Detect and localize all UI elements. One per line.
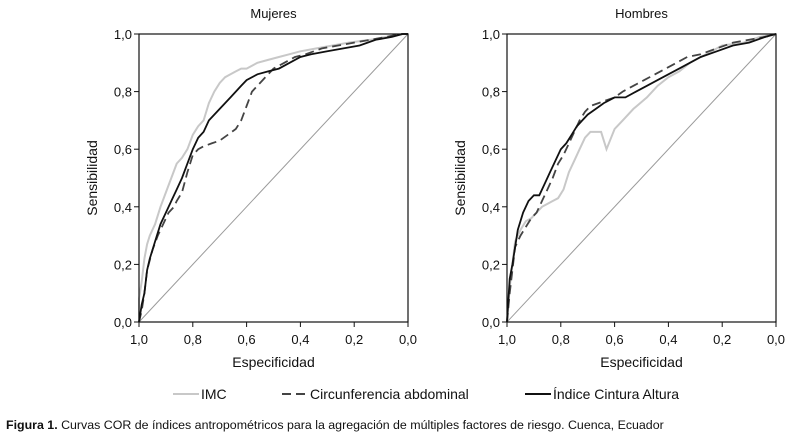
legend-item: Circunferencia abdominal — [282, 386, 469, 402]
y-tick-label: 0,4 — [482, 200, 500, 215]
chart-panel-0: 0,0 0,2 0,4 0,6 0,8 1,0 1,0 0,8 0,6 0,4 0,2 0,0 Muje… — [84, 6, 417, 370]
y-tick-label: 0,4 — [114, 200, 132, 215]
x-tick-label: 0,2 — [713, 332, 731, 347]
x-tick-label: 0,0 — [399, 332, 417, 347]
figure-caption: Figura 1. Curvas COR de índices antropom… — [6, 418, 792, 432]
y-tick-label: 0,0 — [482, 315, 500, 330]
y-axis-label: Sensibilidad — [84, 140, 100, 216]
legend-item: Índice Cintura Altura — [525, 386, 679, 402]
series-line--ndice-cintura-altura — [138, 33, 408, 323]
legend-item: IMC — [173, 386, 227, 402]
x-tick-label: 1,0 — [498, 332, 516, 347]
y-tick-label: 0,6 — [114, 142, 132, 157]
figure: 0,0 0,2 0,4 0,6 0,8 1,0 1,0 0,8 0,6 0,4 0,2 0,0 Muje… — [84, 6, 785, 402]
y-tick-label: 1,0 — [114, 27, 132, 42]
x-tick-label: 0,6 — [606, 332, 624, 347]
y-tick-label: 0,0 — [114, 315, 132, 330]
y-tick-label: 0,2 — [482, 257, 500, 272]
series-line-imc — [506, 33, 777, 323]
plot-frame — [138, 33, 409, 323]
legend-label: IMC — [201, 386, 227, 402]
caption-label: Figura 1. — [6, 418, 58, 432]
series-line--ndice-cintura-altura — [506, 33, 777, 323]
legend-label: Índice Cintura Altura — [553, 386, 679, 402]
x-tick-label: 0,6 — [238, 332, 256, 347]
x-axis-label: Especificidad — [232, 354, 315, 370]
x-axis-label: Especificidad — [600, 354, 683, 370]
chart-panel-1: 0,0 0,2 0,4 0,6 0,8 1,0 1,0 0,8 0,6 0,4 0,2 0,0 Homb… — [452, 6, 785, 370]
y-tick-label: 0,8 — [114, 85, 132, 100]
x-tick-label: 0,8 — [184, 332, 202, 347]
y-tick-label: 1,0 — [482, 27, 500, 42]
plot-frame — [506, 33, 777, 323]
y-tick-label: 0,8 — [482, 85, 500, 100]
chart-legend: IMC Circunferencia abdominal Índice Cintur… — [173, 386, 679, 402]
x-tick-label: 0,2 — [345, 332, 363, 347]
series-line-circunferencia-abdominal — [506, 33, 777, 323]
panel-title: Mujeres — [250, 6, 297, 21]
series-line-imc — [138, 33, 408, 322]
legend-label: Circunferencia abdominal — [310, 386, 469, 402]
y-tick-label: 0,2 — [114, 257, 132, 272]
series-line-circunferencia-abdominal — [138, 33, 408, 323]
x-tick-label: 0,4 — [291, 332, 309, 347]
x-tick-label: 0,8 — [552, 332, 570, 347]
y-tick-label: 0,6 — [482, 142, 500, 157]
reference-diagonal — [138, 33, 409, 323]
y-axis-label: Sensibilidad — [452, 140, 468, 216]
reference-diagonal — [506, 33, 777, 323]
x-tick-label: 0,0 — [767, 332, 785, 347]
panel-title: Hombres — [615, 6, 668, 21]
x-tick-label: 1,0 — [130, 332, 148, 347]
x-tick-label: 0,4 — [659, 332, 677, 347]
caption-text: Curvas COR de índices antropométricos pa… — [57, 418, 664, 432]
